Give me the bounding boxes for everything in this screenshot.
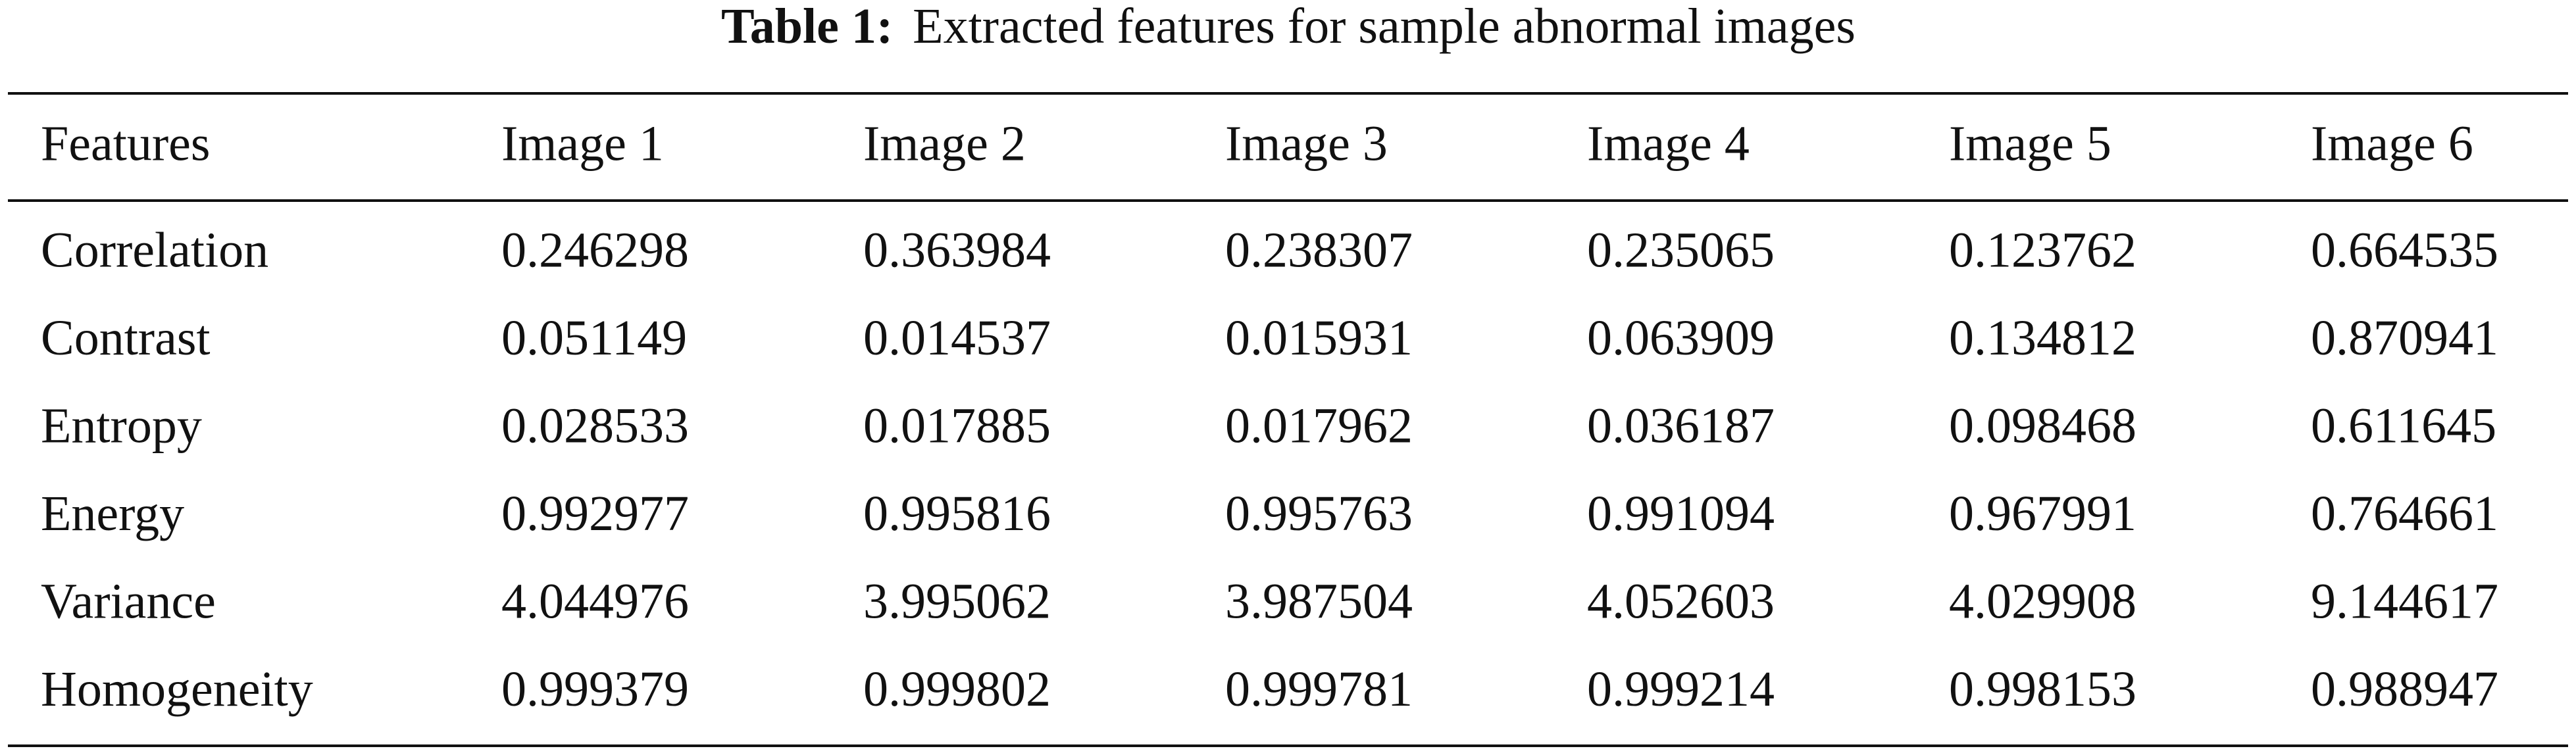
cell: 0.028533 (501, 398, 689, 453)
cell: 4.029908 (1949, 573, 2136, 629)
header-cell: Image 1 (501, 116, 664, 171)
cell: 0.999214 (1587, 662, 1775, 717)
cell: 0.235065 (1587, 222, 1775, 278)
cell: 0.995763 (1225, 486, 1413, 541)
cell: 0.999379 (501, 662, 689, 717)
cell: 0.870941 (2311, 310, 2498, 366)
cell: 0.014537 (863, 310, 1051, 366)
cell: 0.036187 (1587, 398, 1775, 453)
cell: 0.134812 (1949, 310, 2136, 366)
cell: 0.967991 (1949, 486, 2136, 541)
cell: 3.987504 (1225, 573, 1413, 629)
cell: 0.063909 (1587, 310, 1775, 366)
cell: 0.363984 (863, 222, 1051, 278)
header-cell: Image 5 (1949, 116, 2111, 171)
cell: 0.988947 (2311, 662, 2498, 717)
header-cell: Image 4 (1587, 116, 1750, 171)
cell: 9.144617 (2311, 573, 2498, 629)
cell: 0.051149 (501, 310, 687, 366)
cell: 0.098468 (1949, 398, 2136, 453)
cell: 0.999781 (1225, 662, 1413, 717)
cell: 4.052603 (1587, 573, 1775, 629)
table-body: Features Image 1 Image 2 Image 3 Image 4 Imag… (41, 116, 2498, 717)
cell: 0.995816 (863, 486, 1051, 541)
row-label: Energy (41, 486, 184, 541)
header-cell: Image 3 (1225, 116, 1388, 171)
cell: 0.238307 (1225, 222, 1413, 278)
cell: 0.998153 (1949, 662, 2136, 717)
cell: 0.611645 (2311, 398, 2496, 453)
cell: 3.995062 (863, 573, 1051, 629)
cell: 0.017885 (863, 398, 1051, 453)
cell: 0.764661 (2311, 486, 2498, 541)
cell: 0.246298 (501, 222, 689, 278)
cell: 0.999802 (863, 662, 1051, 717)
row-label: Homogeneity (41, 662, 313, 717)
header-cell: Image 2 (863, 116, 1026, 171)
header-cell: Image 6 (2311, 116, 2473, 171)
cell: 0.017962 (1225, 398, 1413, 453)
cell: 4.044976 (501, 573, 689, 629)
row-label: Variance (41, 573, 216, 629)
row-label: Contrast (41, 310, 211, 366)
caption-text: Extracted features for sample abnormal i… (913, 0, 1856, 54)
cell: 0.015931 (1225, 310, 1413, 366)
cell: 0.664535 (2311, 222, 2498, 278)
cell: 0.992977 (501, 486, 689, 541)
cell: 0.123762 (1949, 222, 2136, 278)
row-label: Entropy (41, 398, 202, 453)
cell: 0.991094 (1587, 486, 1775, 541)
header-cell: Features (41, 116, 210, 171)
caption: Table 1: Extracted features for sample ab… (721, 0, 1856, 54)
caption-label: Table 1: (721, 0, 893, 54)
row-label: Correlation (41, 222, 268, 278)
